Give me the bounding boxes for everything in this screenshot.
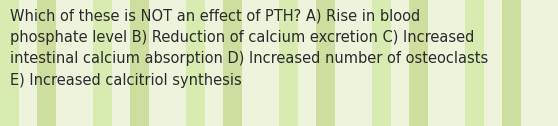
- Bar: [409, 0, 428, 126]
- Bar: [279, 0, 297, 126]
- Bar: [205, 0, 223, 126]
- Bar: [18, 0, 37, 126]
- Bar: [130, 0, 149, 126]
- Bar: [223, 0, 242, 126]
- Bar: [316, 0, 335, 126]
- Bar: [446, 0, 465, 126]
- Bar: [335, 0, 353, 126]
- Bar: [484, 0, 502, 126]
- Bar: [521, 0, 540, 126]
- Bar: [242, 0, 261, 126]
- Bar: [353, 0, 372, 126]
- Bar: [149, 0, 167, 126]
- Bar: [372, 0, 391, 126]
- Bar: [112, 0, 130, 126]
- Bar: [56, 0, 74, 126]
- Bar: [74, 0, 93, 126]
- Text: Which of these is NOT an effect of PTH? A) Rise in blood
phosphate level B) Redu: Which of these is NOT an effect of PTH? …: [10, 9, 488, 88]
- Bar: [428, 0, 446, 126]
- Bar: [502, 0, 521, 126]
- Bar: [37, 0, 56, 126]
- Bar: [465, 0, 484, 126]
- Bar: [297, 0, 316, 126]
- Bar: [391, 0, 409, 126]
- Bar: [93, 0, 112, 126]
- Bar: [540, 0, 558, 126]
- Bar: [261, 0, 279, 126]
- Bar: [186, 0, 205, 126]
- Bar: [0, 0, 18, 126]
- Bar: [167, 0, 186, 126]
